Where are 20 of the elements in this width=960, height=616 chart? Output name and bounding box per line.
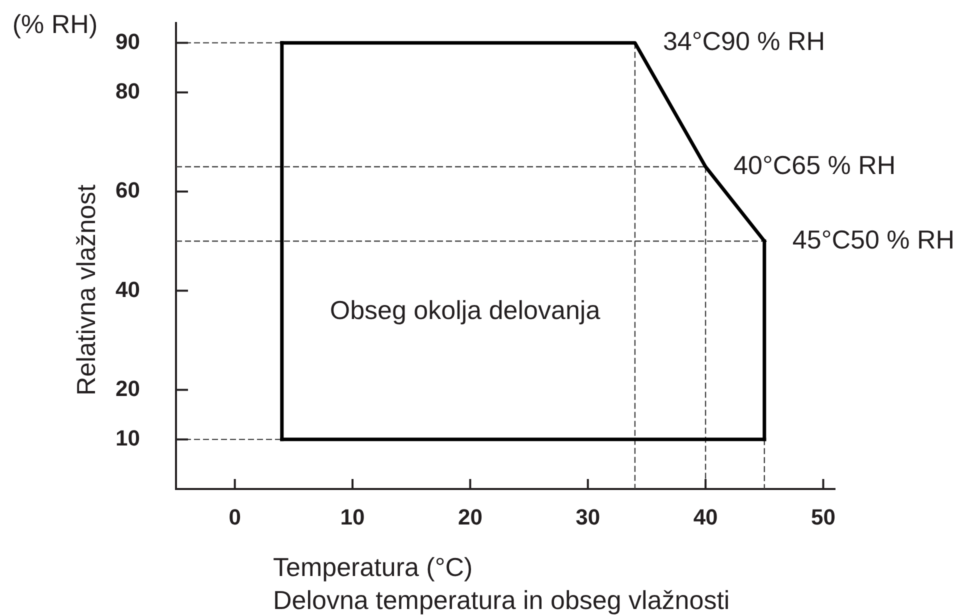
text: (% RH) [12,9,98,40]
annotation: 34°C90 % RH [662,26,826,56]
y-tick-label: 90 [116,28,140,54]
x-tick-label: 40 [693,504,718,530]
x-axis-title: Temperatura (°C) [273,552,473,582]
x-tick-label: 10 [340,504,365,530]
x-tick-label: 50 [810,504,836,530]
x-tick-label: 30 [576,504,600,530]
annotation: 40°C65 % RH [734,150,896,180]
annotation: 45°C50 % RH [792,224,955,254]
annotation: Obseg okolja delovanja [330,295,601,326]
y-tick-label: 80 [116,78,140,104]
x-tick-label: 0 [228,504,241,530]
y-tick-label: 20 [116,376,140,401]
x-tick-label: 20 [458,504,482,530]
y-tick-label: 60 [116,178,140,203]
y-axis-title: Relativna vlažnost [71,184,102,396]
y-tick-label: 10 [116,425,140,450]
text: Delovna temperatura in obseg vlažnosti [273,585,730,616]
y-tick-label: 40 [116,276,140,302]
